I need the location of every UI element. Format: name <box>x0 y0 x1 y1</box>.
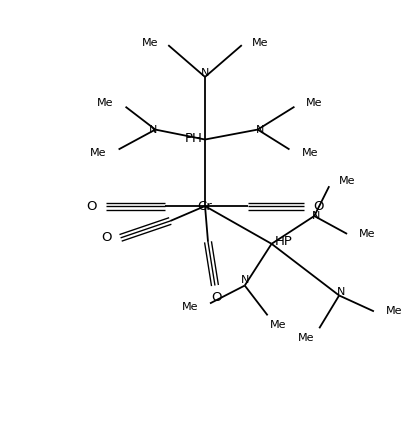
Text: Me: Me <box>97 98 114 108</box>
Text: PH: PH <box>185 132 203 145</box>
Text: Me: Me <box>270 320 286 330</box>
Text: N: N <box>255 125 264 135</box>
Text: Me: Me <box>306 98 323 108</box>
Text: O: O <box>87 200 97 213</box>
Text: HP: HP <box>275 235 293 248</box>
Text: Me: Me <box>298 333 314 343</box>
Text: N: N <box>201 68 209 78</box>
Text: N: N <box>241 275 249 285</box>
Text: O: O <box>212 291 222 304</box>
Text: Me: Me <box>142 38 158 48</box>
Text: O: O <box>313 200 324 213</box>
Text: Me: Me <box>181 302 198 312</box>
Text: N: N <box>312 211 321 221</box>
Text: Me: Me <box>252 38 268 48</box>
Text: O: O <box>102 231 112 244</box>
Text: Me: Me <box>359 229 375 239</box>
Text: Me: Me <box>386 306 402 316</box>
Text: Cr: Cr <box>198 200 212 213</box>
Text: N: N <box>337 286 345 296</box>
Text: Me: Me <box>339 176 356 186</box>
Text: Me: Me <box>90 148 107 158</box>
Text: N: N <box>149 125 158 135</box>
Text: Me: Me <box>301 148 318 158</box>
